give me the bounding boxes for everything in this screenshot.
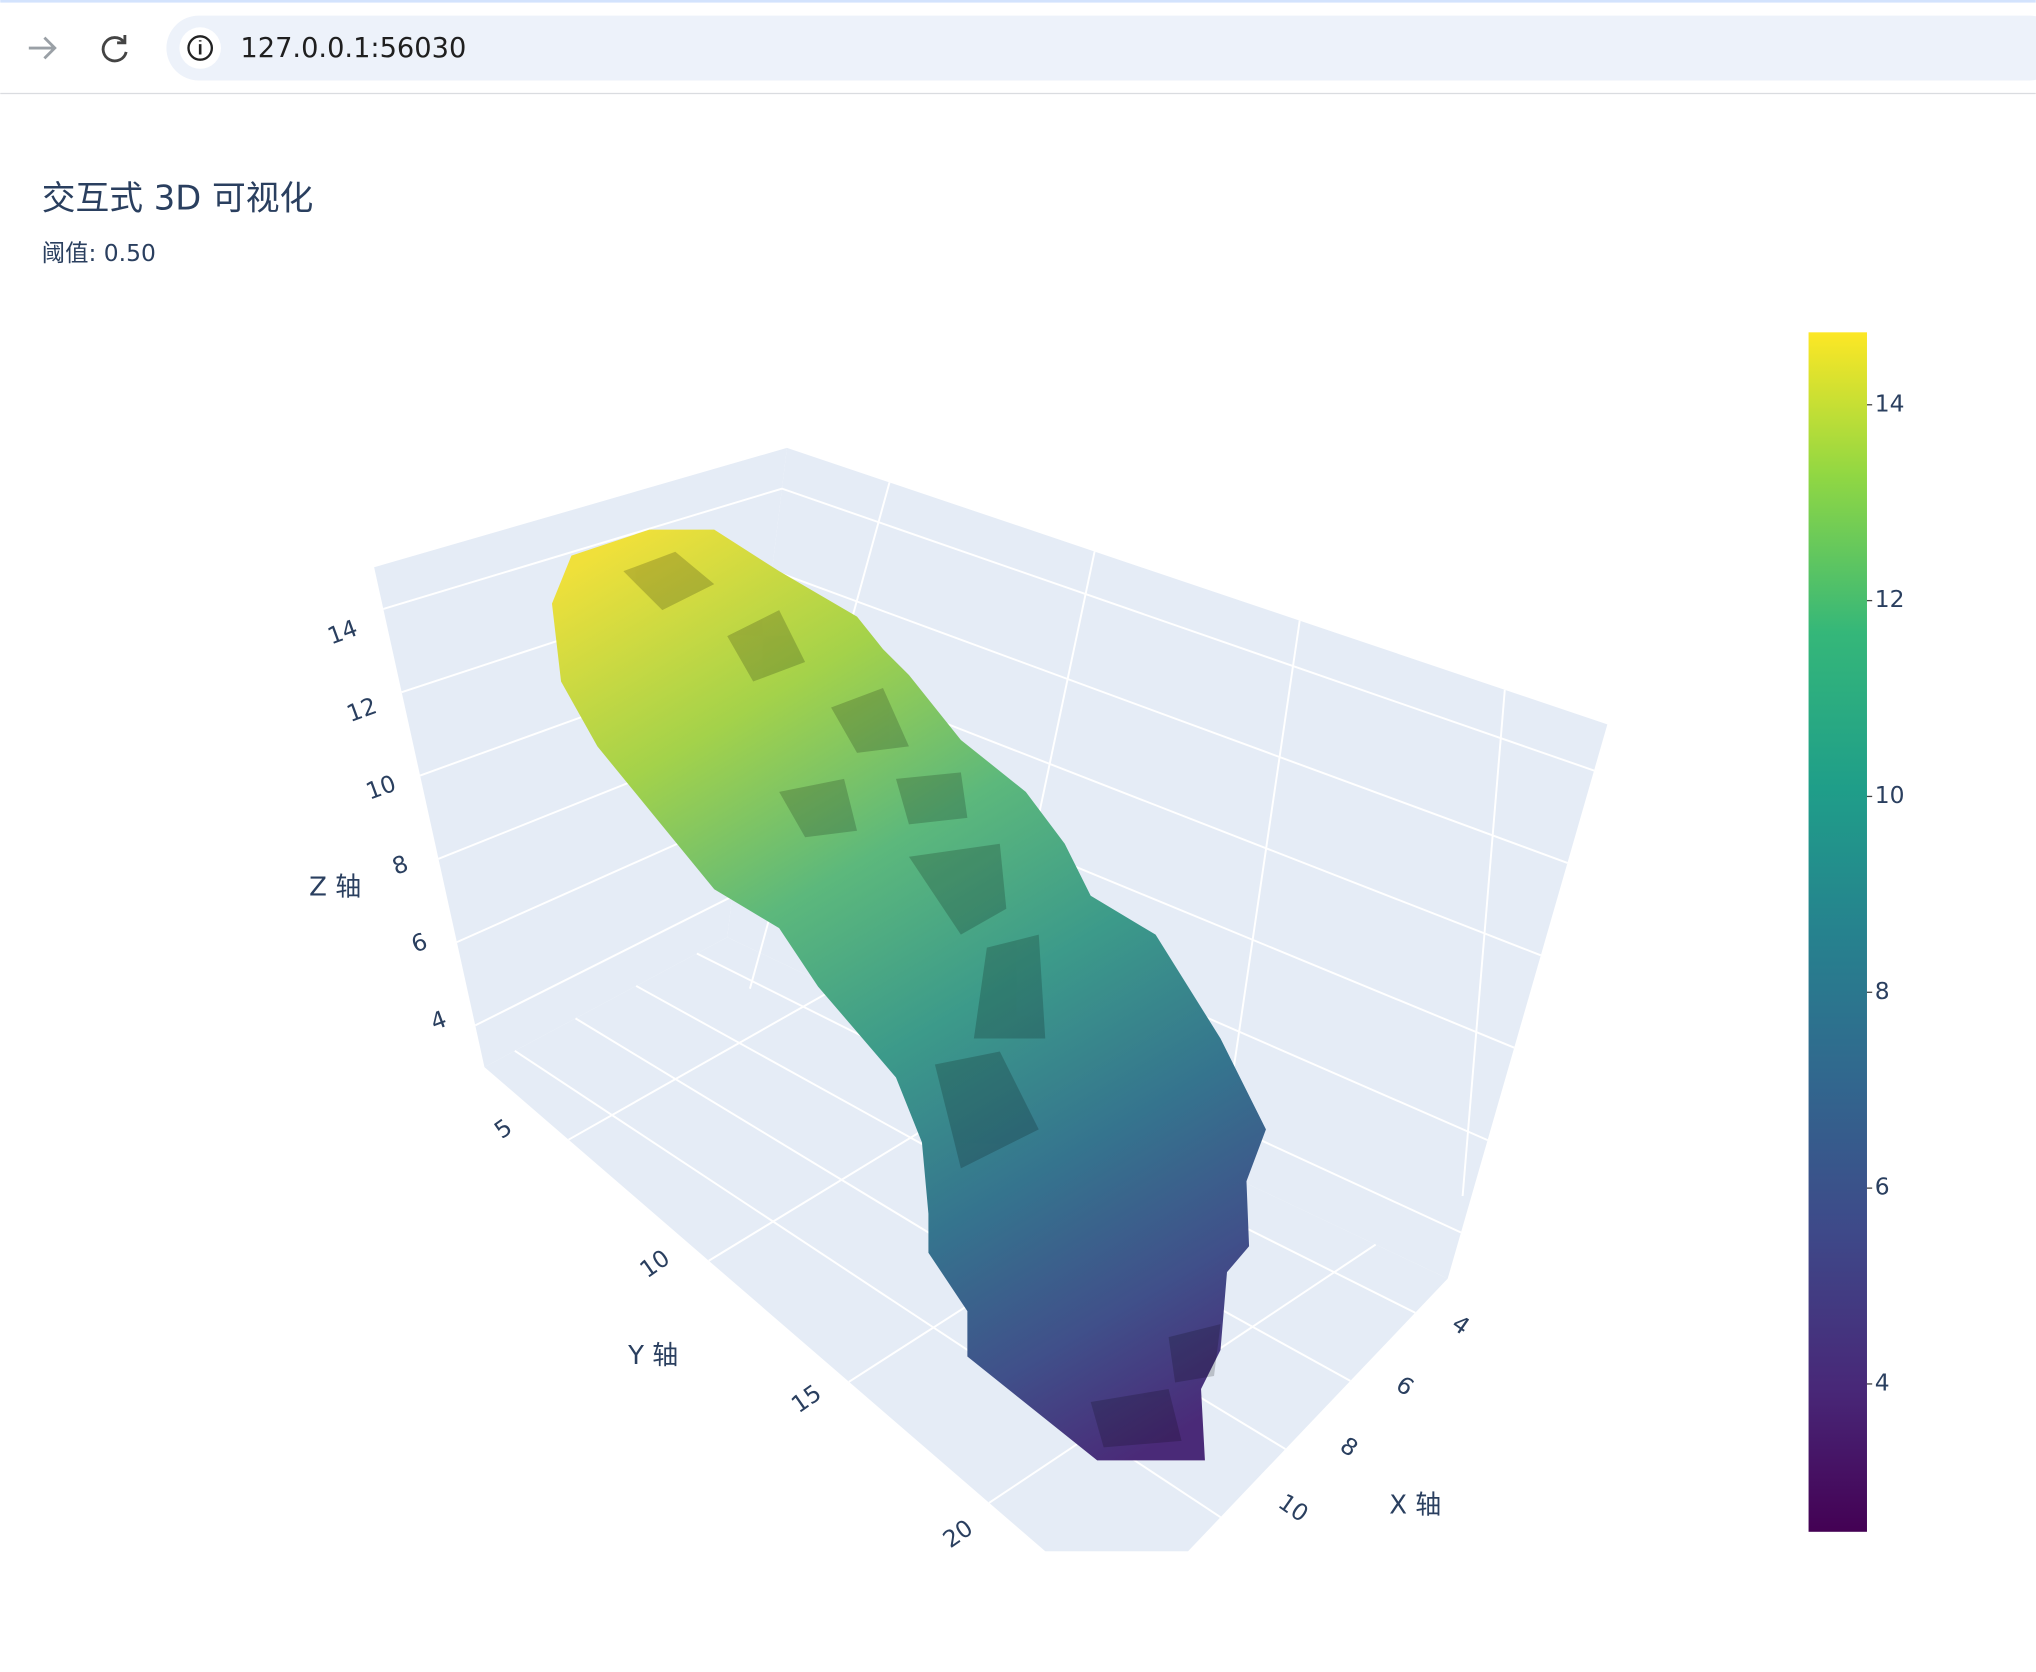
address-bar[interactable] xyxy=(166,15,2036,81)
y-tick-label: 15 xyxy=(786,1379,826,1419)
x-tick-label: 4 xyxy=(1447,1309,1475,1340)
z-tick-label: 4 xyxy=(427,1005,451,1036)
z-tick-label: 14 xyxy=(324,614,362,650)
toolbar-edge xyxy=(0,0,2036,3)
right-wall xyxy=(727,447,1608,1279)
z-axis-label: Z 轴 xyxy=(309,872,361,902)
info-icon xyxy=(187,35,214,61)
x-axis-label: X 轴 xyxy=(1389,1490,1441,1520)
z-grid-line xyxy=(383,487,1595,772)
y-tick-label: 10 xyxy=(634,1244,674,1284)
z-tick-label: 10 xyxy=(362,769,400,805)
z-tick-label: 12 xyxy=(343,691,381,727)
colorbar-tick-label: 6 xyxy=(1875,1173,1890,1201)
x-tick-label: 10 xyxy=(1273,1488,1313,1528)
colorbar xyxy=(1808,332,1867,1532)
x-tick-label: 6 xyxy=(1391,1370,1419,1401)
x-wall-grid-line xyxy=(1224,620,1301,1128)
colorbar-tick-label: 4 xyxy=(1875,1368,1890,1396)
reload-button[interactable] xyxy=(101,35,128,63)
chart-subtitle: 阈值: 0.50 xyxy=(42,239,156,267)
x-wall-grid-line xyxy=(1461,689,1506,1197)
y-grid-line xyxy=(568,987,836,1141)
surface-shading xyxy=(623,551,1221,1448)
chart-title: 交互式 3D 可视化 xyxy=(42,178,313,217)
colorbar-tick-label: 12 xyxy=(1875,585,1905,613)
url: 127.0.0.1:56030 xyxy=(240,33,466,64)
x-tick-label: 8 xyxy=(1335,1431,1363,1462)
forward-button[interactable] xyxy=(28,36,57,60)
y-tick-label: 5 xyxy=(489,1113,517,1144)
z-tick-label: 8 xyxy=(388,849,412,880)
y-axis-label: Y 轴 xyxy=(627,1341,678,1371)
isosurface[interactable] xyxy=(551,529,1266,1461)
y-tick-label: 20 xyxy=(938,1514,978,1554)
colorbar-tick-label: 14 xyxy=(1875,389,1905,417)
z-tick-label: 6 xyxy=(408,927,432,958)
colorbar-tick-label: 8 xyxy=(1875,977,1890,1005)
colorbar-tick-label: 10 xyxy=(1875,781,1905,809)
